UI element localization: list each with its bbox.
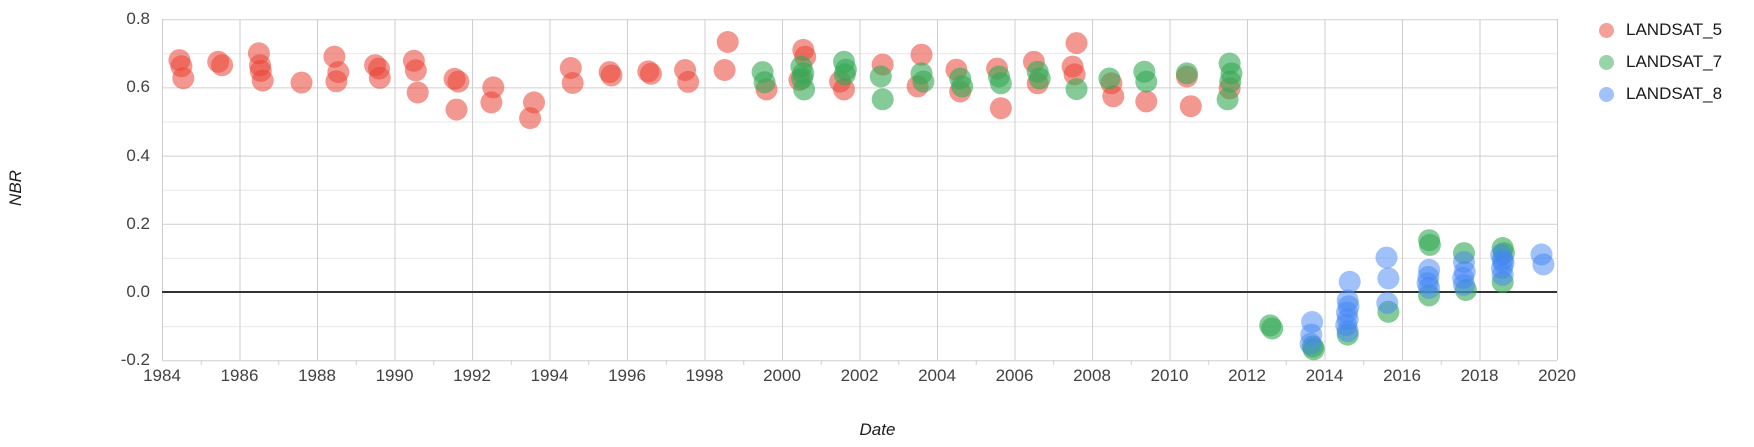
data-point-landsat_5[interactable] <box>447 70 470 93</box>
data-point-landsat_7[interactable] <box>1065 78 1088 101</box>
data-point-landsat_7[interactable] <box>753 71 776 94</box>
x-tick-label: 2020 <box>1538 366 1576 385</box>
data-point-landsat_7[interactable] <box>1418 233 1441 256</box>
gridlines <box>162 19 1558 365</box>
data-point-landsat_5[interactable] <box>445 98 468 121</box>
data-point-landsat_7[interactable] <box>1098 67 1121 90</box>
y-tick-label: -0.2 <box>120 350 150 370</box>
x-tick-label: 1986 <box>220 366 259 385</box>
data-point-landsat_8[interactable] <box>1338 270 1361 293</box>
x-tick-label: 2016 <box>1383 366 1421 385</box>
x-axis-title: Date <box>859 420 896 439</box>
x-tick-label: 1988 <box>298 366 336 385</box>
y-axis-title-box: NBR <box>0 0 32 376</box>
x-tick-label: 1984 <box>143 366 181 385</box>
x-tick-label: 1990 <box>375 366 414 385</box>
x-tick-label: 1994 <box>530 366 569 385</box>
data-point-landsat_7[interactable] <box>1028 67 1051 90</box>
y-tick-label: 0.6 <box>126 77 150 97</box>
data-point-landsat_5[interactable] <box>1065 32 1088 55</box>
data-point-landsat_8[interactable] <box>1491 263 1514 286</box>
data-point-landsat_5[interactable] <box>989 97 1012 120</box>
data-point-landsat_7[interactable] <box>1261 317 1284 340</box>
data-point-landsat_7[interactable] <box>871 88 894 111</box>
data-point-landsat_5[interactable] <box>716 31 739 53</box>
data-point-landsat_5[interactable] <box>713 59 736 81</box>
data-point-landsat_5[interactable] <box>1179 95 1202 118</box>
x-tick-label: 2012 <box>1228 366 1266 385</box>
data-point-landsat_7[interactable] <box>951 75 974 98</box>
data-point-landsat_5[interactable] <box>1135 90 1158 113</box>
data-point-landsat_7[interactable] <box>869 65 892 88</box>
data-point-landsat_7[interactable] <box>1219 70 1242 93</box>
data-point-landsat_5[interactable] <box>368 66 391 89</box>
data-point-landsat_8[interactable] <box>1453 273 1475 296</box>
y-tick-label: 0.2 <box>126 213 150 233</box>
data-point-landsat_5[interactable] <box>677 70 700 93</box>
legend-item-landsat_8: LANDSAT_8 <box>1599 84 1722 104</box>
y-tick-label: 0.0 <box>126 282 150 301</box>
legend-label: LANDSAT_8 <box>1626 84 1723 103</box>
x-tick-label: 2010 <box>1150 366 1189 385</box>
data-point-landsat_7[interactable] <box>989 72 1012 95</box>
legend-item-landsat_7: LANDSAT_7 <box>1599 52 1722 72</box>
data-point-landsat_5[interactable] <box>640 62 662 85</box>
x-tick-label: 1998 <box>685 366 724 385</box>
legend: LANDSAT_5 LANDSAT_7 LANDSAT_8 <box>1599 20 1722 104</box>
data-point-landsat_5[interactable] <box>910 43 933 66</box>
data-point-landsat_8[interactable] <box>1418 276 1441 299</box>
x-tick-label: 2002 <box>840 366 879 385</box>
data-point-landsat_8[interactable] <box>1377 267 1400 290</box>
data-point-landsat_8[interactable] <box>1336 320 1359 343</box>
data-point-landsat_5[interactable] <box>290 71 313 94</box>
data-points <box>168 31 1555 361</box>
x-tick-label: 2018 <box>1460 366 1499 385</box>
data-point-landsat_7[interactable] <box>1175 62 1198 85</box>
data-point-landsat_7[interactable] <box>912 70 935 93</box>
data-point-landsat_8[interactable] <box>1299 332 1322 355</box>
data-point-landsat_5[interactable] <box>325 70 348 93</box>
data-point-landsat_7[interactable] <box>1135 70 1158 93</box>
data-point-landsat_5[interactable] <box>404 59 427 82</box>
legend-swatch-icon <box>1599 86 1614 102</box>
y-tick-label: 0.4 <box>126 145 150 165</box>
legend-swatch-icon <box>1599 22 1614 38</box>
y-axis-title: NBR <box>6 170 25 206</box>
data-point-landsat_5[interactable] <box>600 64 623 87</box>
x-tick-label: 2014 <box>1305 366 1344 385</box>
y-tick-label: 0.8 <box>126 9 150 29</box>
data-point-landsat_5[interactable] <box>519 107 542 130</box>
legend-item-landsat_5: LANDSAT_5 <box>1599 20 1722 40</box>
data-point-landsat_7[interactable] <box>793 78 816 101</box>
data-point-landsat_5[interactable] <box>251 69 274 92</box>
data-point-landsat_8[interactable] <box>1375 246 1398 269</box>
data-point-landsat_5[interactable] <box>211 54 234 77</box>
legend-label: LANDSAT_7 <box>1626 52 1723 71</box>
legend-label: LANDSAT_5 <box>1626 20 1723 39</box>
x-tick-label: 2000 <box>763 366 801 385</box>
data-point-landsat_7[interactable] <box>833 63 856 86</box>
data-point-landsat_8[interactable] <box>1532 253 1555 276</box>
data-point-landsat_7[interactable] <box>1216 88 1239 111</box>
data-point-landsat_5[interactable] <box>1102 85 1125 108</box>
x-tick-label: 2006 <box>995 366 1034 385</box>
legend-swatch-icon <box>1599 54 1614 70</box>
x-tick-label: 1992 <box>453 366 491 385</box>
x-tick-label: 2004 <box>918 366 956 385</box>
data-point-landsat_5[interactable] <box>480 91 503 114</box>
data-point-landsat_5[interactable] <box>406 81 429 104</box>
data-point-landsat_8[interactable] <box>1376 291 1399 314</box>
x-tick-label: 2008 <box>1073 366 1111 385</box>
data-point-landsat_5[interactable] <box>561 72 584 94</box>
data-point-landsat_5[interactable] <box>172 67 195 90</box>
x-tick-label: 1996 <box>608 366 646 385</box>
